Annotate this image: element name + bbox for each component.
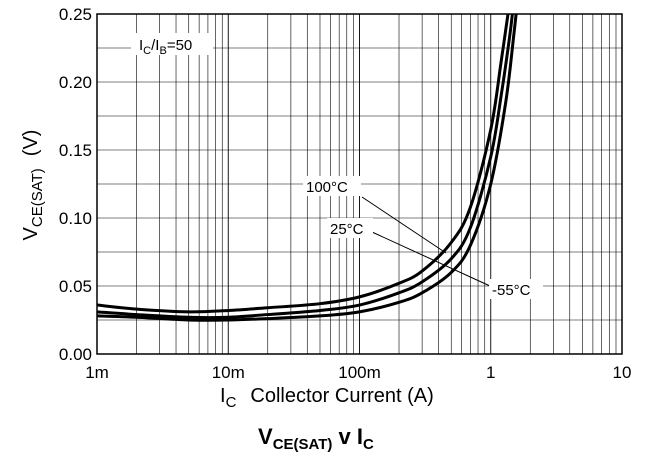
series-label-100c-text: 100°C bbox=[306, 179, 348, 196]
y-tick-label: 0.10 bbox=[59, 209, 92, 228]
x-axis-title-sub: C bbox=[226, 394, 237, 411]
x-tick-label: 1 bbox=[486, 363, 495, 382]
series-line-1 bbox=[97, 14, 514, 320]
leader-lines bbox=[361, 196, 491, 287]
series-label-minus55c-text: -55°C bbox=[492, 282, 531, 299]
condition-rest: =50 bbox=[167, 37, 192, 54]
y-tick-label: 0.20 bbox=[59, 73, 92, 92]
caption-rest: v I bbox=[332, 424, 363, 449]
caption-sub: CE(SAT) bbox=[273, 436, 333, 453]
series-label-25c-text: 25°C bbox=[330, 221, 364, 238]
condition-sep: /I bbox=[151, 37, 159, 54]
series-line-2 bbox=[97, 14, 518, 322]
y-tick-label: 0.15 bbox=[59, 141, 92, 160]
x-axis-title: IC Collector Current (A) bbox=[220, 385, 434, 411]
y-tick-label: 0.05 bbox=[59, 277, 92, 296]
y-tick-label: 0.25 bbox=[59, 5, 92, 24]
x-tick-label: 10m bbox=[212, 363, 245, 382]
x-axis-title-rest: Collector Current (A) bbox=[250, 385, 433, 407]
x-tick-labels: 1m 10m 100m 1 10 bbox=[85, 363, 631, 382]
condition-label: IC/IB=50 bbox=[131, 33, 213, 57]
x-axis-title-main: I bbox=[220, 385, 226, 407]
series-group bbox=[97, 14, 518, 322]
y-axis-title-sub: CE(SAT) bbox=[29, 168, 46, 227]
condition-a: I bbox=[139, 37, 143, 54]
condition-b-sub: B bbox=[159, 45, 166, 57]
x-tick-label: 10 bbox=[613, 363, 632, 382]
chart-caption: VCE(SAT) v IC bbox=[258, 424, 374, 453]
plot-frame bbox=[96, 13, 623, 355]
y-axis-title-main: V bbox=[20, 226, 42, 240]
series-label-minus55c: -55°C bbox=[489, 279, 543, 299]
series-label-25c: 25°C bbox=[327, 218, 373, 238]
x-tick-label: 100m bbox=[338, 363, 381, 382]
caption-sub2: C bbox=[363, 436, 374, 453]
svg-text:IC/IB=50: IC/IB=50 bbox=[139, 37, 192, 57]
y-axis-title: VCE(SAT) (V) bbox=[20, 130, 46, 241]
y-tick-labels: 0.00 0.05 0.10 0.15 0.20 0.25 bbox=[59, 5, 92, 364]
series-label-100c: 100°C bbox=[303, 176, 361, 196]
y-axis-title-unit: (V) bbox=[20, 130, 42, 157]
condition-a-sub: C bbox=[143, 45, 151, 57]
x-tick-label: 1m bbox=[85, 363, 109, 382]
y-tick-label: 0.00 bbox=[59, 345, 92, 364]
caption-main: V bbox=[258, 424, 273, 449]
series-line-0 bbox=[97, 14, 510, 314]
